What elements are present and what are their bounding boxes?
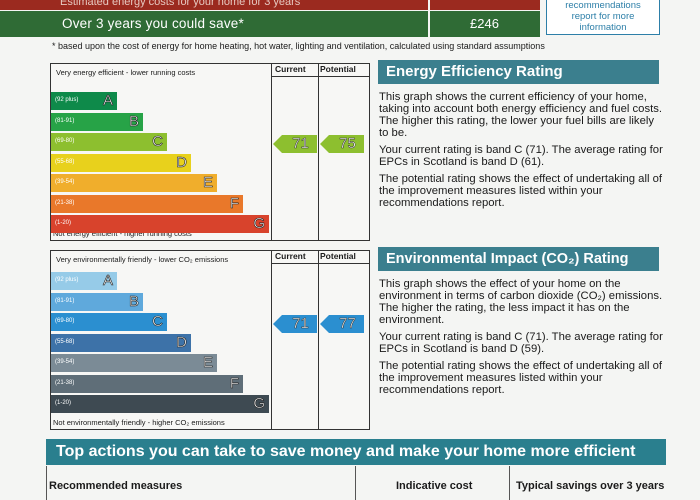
energy-band-e: (39-54) E (51, 174, 217, 192)
col-potential-label: Potential (320, 64, 356, 74)
arrow-tip (320, 135, 329, 153)
band-letter: B (128, 292, 140, 310)
band-letter: G (253, 395, 265, 413)
top-cost-strip: Estimated energy costs for your home for… (0, 0, 700, 12)
energy-band-g: (1-20) G (51, 215, 269, 233)
environment-panel-p2: Your current rating is band C (71). The … (379, 331, 663, 355)
band-letter: E (202, 354, 214, 372)
environment-band-c: (69-80) C (51, 313, 167, 331)
energy-panel-text: This graph shows the current efficiency … (379, 91, 665, 214)
environment-panel-title: Environmental Impact (CO₂) Rating (378, 247, 659, 271)
environment-band-d: (55-68) D (51, 333, 191, 352)
band-range: (39-54) (55, 359, 75, 365)
environment-band-e: (39-54) E (51, 354, 217, 372)
energy-panel-title: Energy Efficiency Rating (378, 60, 659, 84)
arrow-tip (273, 135, 282, 153)
chart-bottom-label: Not energy efficient - higher running co… (53, 229, 192, 238)
energy-band-b: (81-91) B (51, 112, 143, 131)
band-letter: C (152, 133, 163, 151)
energy-panel-p3: The potential rating shows the effect of… (379, 173, 663, 209)
band-range: (21-38) (55, 199, 75, 206)
environment-rating-chart: Current Potential Very environmentally fri… (50, 250, 370, 430)
info-line-3: information (579, 22, 627, 33)
arrow-tip (320, 315, 329, 333)
band-letter: A (102, 92, 114, 110)
energy-band-d: (55-68) D (51, 153, 191, 172)
band-letter: A (102, 272, 114, 290)
arrow-value: 71 (292, 135, 309, 153)
col-typical-savings: Typical savings over 3 years (516, 480, 665, 492)
column-divider (271, 251, 272, 429)
band-range: (92 plus) (55, 277, 79, 283)
savings-label: Over 3 years you could save* (62, 16, 244, 31)
band-range: (69-80) (55, 138, 75, 144)
col-potential-label: Potential (320, 251, 356, 261)
header-divider (271, 263, 369, 264)
arrow-value: 75 (339, 135, 356, 153)
band-range: (39-54) (55, 179, 75, 185)
environment-potential-arrow: 77 (320, 315, 364, 333)
arrow-tip (273, 315, 282, 333)
band-letter: B (128, 112, 140, 130)
band-letter: D (176, 153, 187, 171)
band-range: (81-91) (55, 297, 75, 304)
actions-title: Top actions you can take to save money a… (46, 439, 666, 465)
environment-panel-p3: The potential rating shows the effect of… (379, 360, 663, 396)
band-letter: E (202, 174, 214, 192)
chart-top-label: Very energy efficient - lower running co… (56, 68, 196, 77)
band-letter: F (229, 194, 240, 212)
chart-bottom-label: Not environmentally friendly - higher CO… (53, 418, 225, 427)
arrow-body (282, 315, 317, 333)
band-letter: D (176, 333, 187, 351)
info-line-1: recommendations (565, 0, 641, 11)
band-range: (92 plus) (55, 97, 79, 103)
header-divider (271, 76, 369, 77)
energy-potential-arrow: 75 (320, 135, 364, 153)
energy-band-a: (92 plus) A (51, 92, 117, 110)
band-range: (1-20) (55, 220, 72, 226)
environment-band-g: (1-20) G (51, 395, 269, 413)
energy-panel-p2: Your current rating is band C (71). The … (379, 144, 663, 168)
arrow-body (329, 135, 364, 153)
footnote: * based upon the cost of energy for home… (52, 41, 545, 51)
col-current-label: Current (275, 251, 306, 261)
top-partial-text: Estimated energy costs for your home for… (60, 0, 301, 8)
environment-panel-text: This graph shows the effect of your home… (379, 278, 665, 401)
band-range: (81-91) (55, 117, 75, 124)
environment-panel-p1: This graph shows the effect of your home… (379, 278, 663, 326)
actions-table: Recommended measures Indicative cost Typ… (46, 466, 667, 500)
col-indicative-cost: Indicative cost (396, 480, 473, 492)
arrow-value: 77 (339, 315, 356, 333)
arrow-body (329, 315, 364, 333)
savings-row: Over 3 years you could save* £246 (0, 11, 542, 37)
environment-band-a: (92 plus) A (51, 272, 117, 290)
column-divider (318, 251, 319, 429)
band-letter: C (152, 313, 163, 331)
band-letter: F (229, 374, 240, 392)
info-box: recommendations report for more informat… (546, 0, 660, 35)
savings-value: £246 (470, 16, 499, 31)
band-range: (55-68) (55, 338, 75, 345)
col-recommended-measures: Recommended measures (49, 480, 183, 492)
energy-band-c: (69-80) C (51, 133, 167, 151)
energy-current-arrow: 71 (273, 135, 317, 153)
band-range: (21-38) (55, 379, 75, 386)
band-range: (69-80) (55, 318, 75, 324)
column-divider (271, 64, 272, 240)
info-line-2: report for more (571, 11, 635, 22)
chart-top-label: Very environmentally friendly - lower CO… (56, 255, 229, 264)
arrow-value: 71 (292, 315, 309, 333)
environment-band-b: (81-91) B (51, 292, 143, 311)
band-range: (55-68) (55, 158, 75, 165)
arrow-body (282, 135, 317, 153)
col-current-label: Current (275, 64, 306, 74)
band-range: (1-20) (55, 400, 72, 406)
energy-rating-chart: Current Potential Very energy efficient - … (50, 63, 370, 241)
column-divider (318, 64, 319, 240)
environment-band-f: (21-38) F (51, 374, 243, 393)
energy-band-f: (21-38) F (51, 194, 243, 213)
energy-panel-p1: This graph shows the current efficiency … (379, 91, 663, 139)
environment-current-arrow: 71 (273, 315, 317, 333)
band-letter: G (253, 215, 265, 233)
